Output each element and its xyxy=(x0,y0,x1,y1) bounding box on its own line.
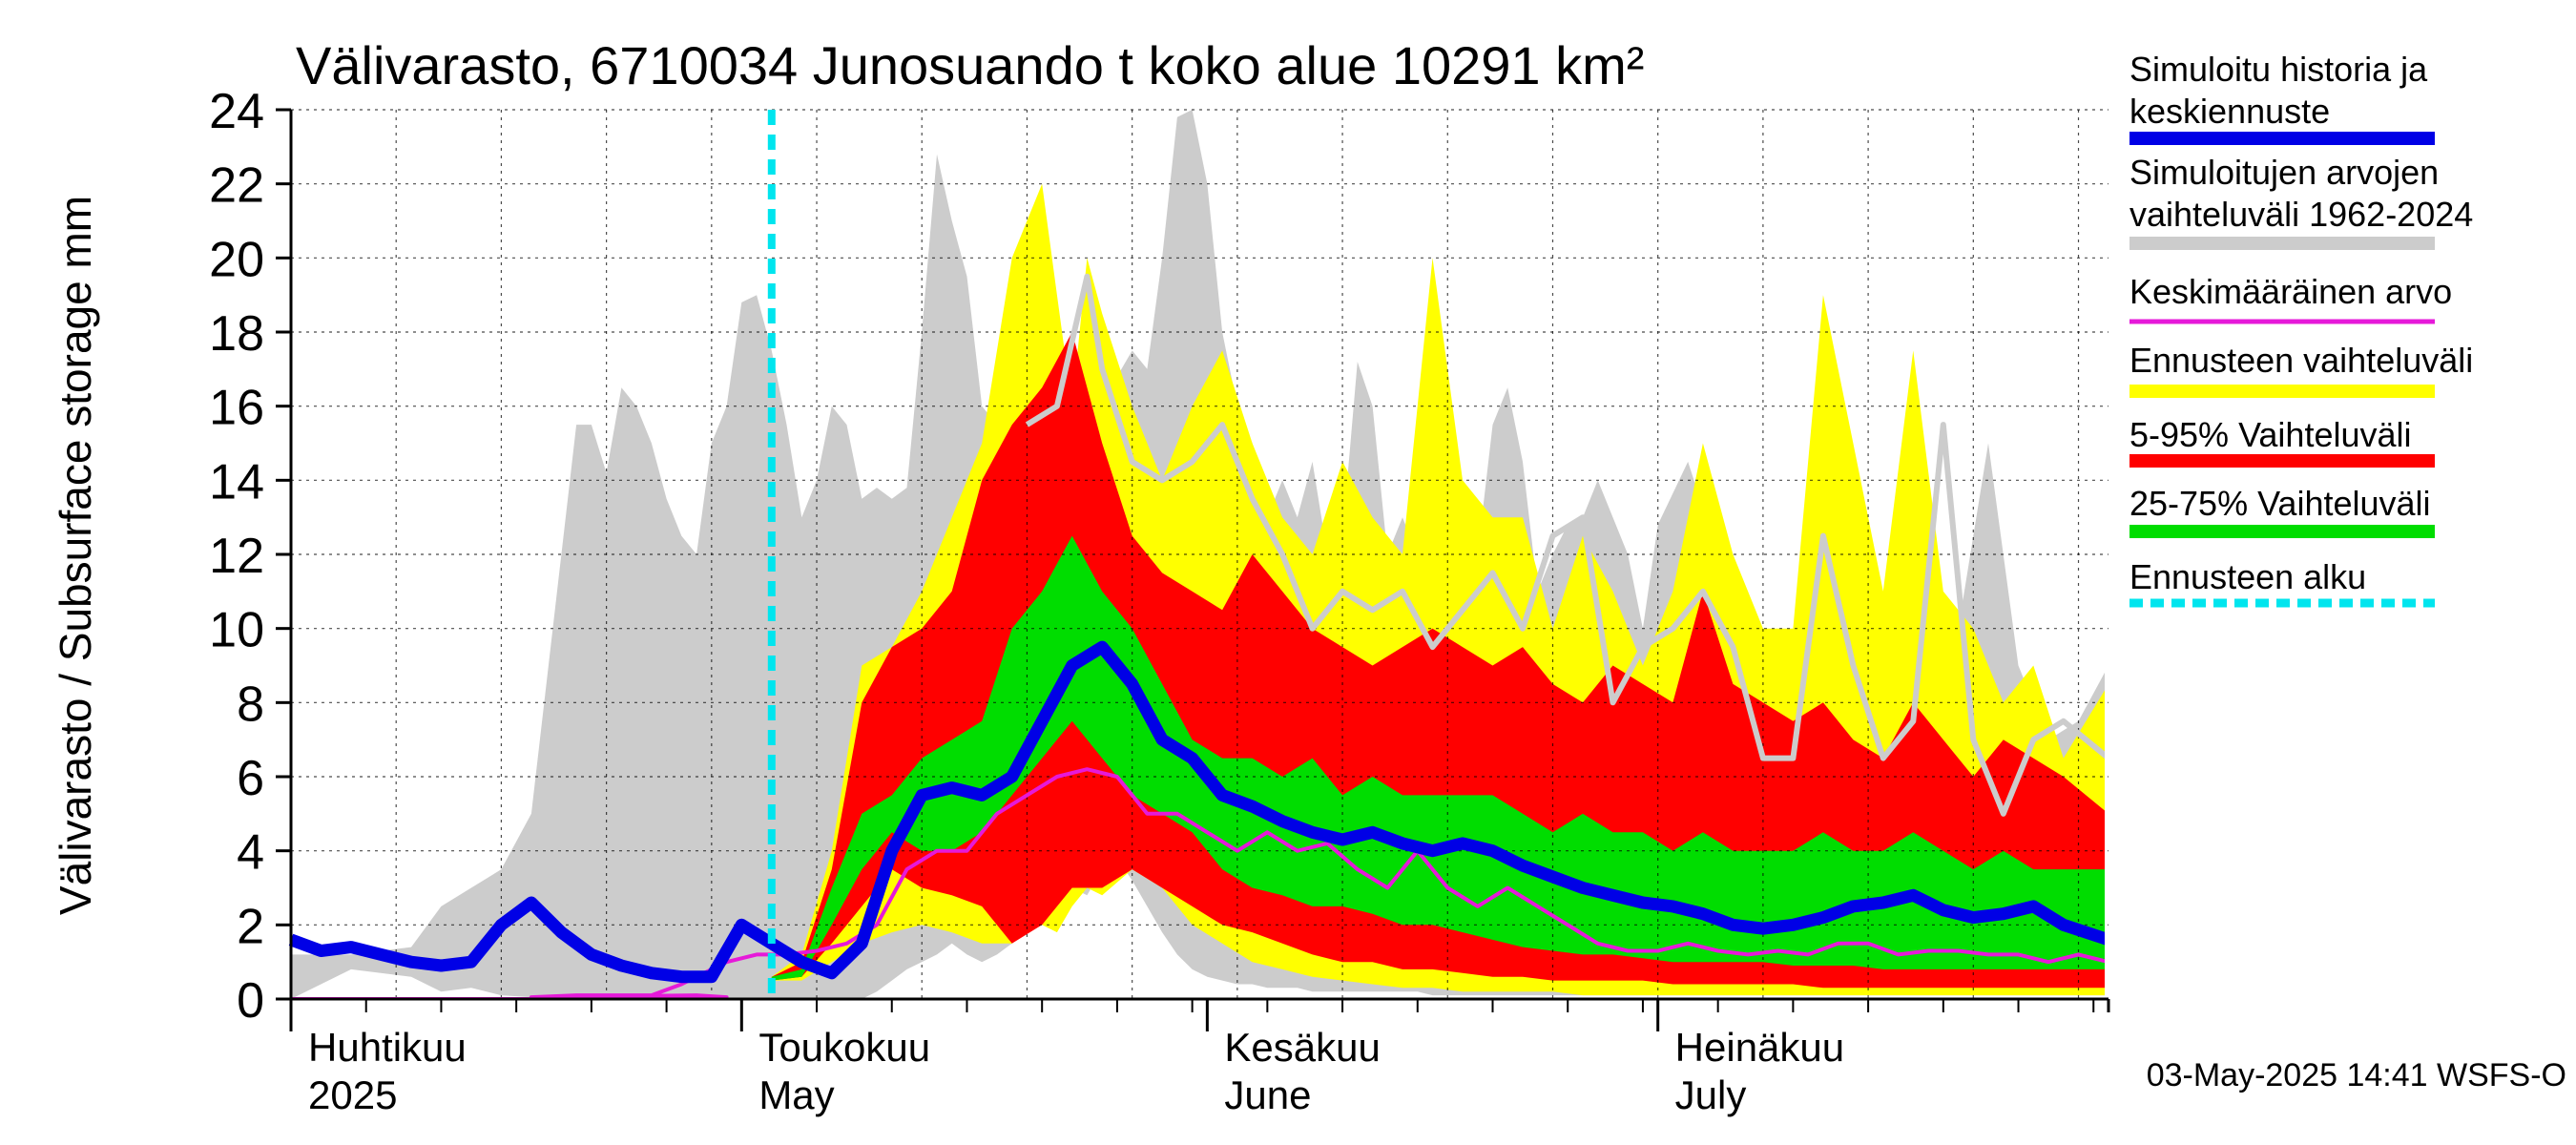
y-tick-label-1: 2 xyxy=(237,899,264,954)
y-tick-label-8: 16 xyxy=(209,381,264,436)
legend-label-2-0: Keskimääräinen arvo xyxy=(2129,272,2452,311)
y-tick-label-6: 12 xyxy=(209,529,264,584)
x-tick-label-month-1: Toukokuu xyxy=(758,1025,930,1070)
x-tick-label-sub-2: June xyxy=(1224,1072,1311,1117)
legend-label-0-1: keskiennuste xyxy=(2129,92,2330,131)
x-tick-label-month-3: Heinäkuu xyxy=(1675,1025,1844,1070)
chart-title: Välivarasto, 6710034 Junosuando t koko a… xyxy=(296,35,1644,95)
legend-label-4-0: 5-95% Vaihteluväli xyxy=(2129,415,2412,454)
y-tick-label-11: 22 xyxy=(209,158,264,214)
y-tick-label-7: 14 xyxy=(209,454,264,510)
x-tick-label-month-2: Kesäkuu xyxy=(1224,1025,1380,1070)
y-tick-label-10: 20 xyxy=(209,232,264,287)
y-tick-label-4: 8 xyxy=(237,677,264,732)
y-tick-label-9: 18 xyxy=(209,306,264,362)
legend-label-1-1: vaihteluväli 1962-2024 xyxy=(2129,195,2473,234)
x-tick-label-sub-0: 2025 xyxy=(308,1072,397,1117)
legend-label-0-0: Simuloitu historia ja xyxy=(2129,50,2428,89)
legend-label-3-0: Ennusteen vaihteluväli xyxy=(2129,341,2473,380)
lines-layer xyxy=(288,110,2105,999)
line-series-4 xyxy=(1025,273,2105,817)
axes-layer: 024681012141618202224Huhtikuu2025Toukoku… xyxy=(209,84,2110,1117)
y-tick-label-0: 0 xyxy=(237,973,264,1029)
band-series-2 xyxy=(771,332,2105,989)
y-tick-label-5: 10 xyxy=(209,603,264,658)
legend-label-1-0: Simuloitujen arvojen xyxy=(2129,153,2439,192)
x-tick-label-month-0: Huhtikuu xyxy=(308,1025,467,1070)
footer-timestamp: 03-May-2025 14:41 WSFS-O xyxy=(2147,1057,2566,1093)
line-series-6 xyxy=(288,640,2105,984)
x-tick-label-sub-1: May xyxy=(758,1072,834,1117)
legend-label-5-0: 25-75% Vaihteluväli xyxy=(2129,484,2431,523)
y-tick-label-12: 24 xyxy=(209,84,264,139)
x-tick-label-sub-3: July xyxy=(1675,1072,1747,1117)
y-tick-label-2: 4 xyxy=(237,825,264,881)
y-tick-label-3: 6 xyxy=(237,751,264,806)
line-series-5 xyxy=(291,767,2105,999)
y-axis-label: Välivarasto / Subsurface storage mm xyxy=(51,196,100,915)
legend-label-6-0: Ennusteen alku xyxy=(2129,557,2366,596)
